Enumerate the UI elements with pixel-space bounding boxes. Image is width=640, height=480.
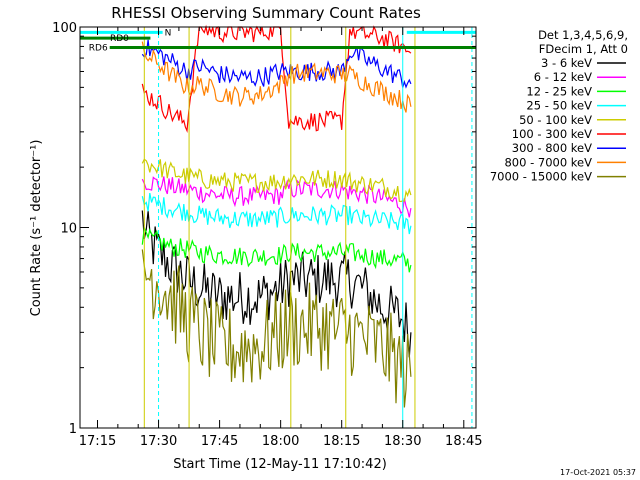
axis-layer: 17:15 17:30 17:45 18:00 18:15 18:30 18:45 1 10 10… xyxy=(52,21,482,449)
timestamp: 17-Oct-2021 05:37 xyxy=(560,468,636,477)
legend-label-2: 6 - 12 keV xyxy=(534,70,592,84)
legend-label-6: 100 - 300 keV xyxy=(512,127,592,141)
y-tick-label-3: 100 xyxy=(52,21,77,36)
series-line-8 xyxy=(141,41,412,113)
x-axis-label: Start Time (12-May-11 17:10:42) xyxy=(173,457,387,472)
series-line-2 xyxy=(141,176,412,218)
legend-label-5: 50 - 100 keV xyxy=(519,113,592,127)
x-tick-label-4: 18:00 xyxy=(262,434,299,449)
legend-label-7: 300 - 800 keV xyxy=(512,141,592,155)
x-tick-label-5: 18:15 xyxy=(323,434,360,449)
series-line-4 xyxy=(141,192,412,235)
x-tick-label-3: 17:45 xyxy=(201,434,238,449)
x-tick-label-7: 18:45 xyxy=(445,434,482,449)
chart-title: RHESSI Observing Summary Count Rates xyxy=(111,4,421,22)
series-line-5 xyxy=(141,158,412,203)
annotation-label-1: N xyxy=(165,28,172,38)
legend-label-4: 25 - 50 keV xyxy=(526,99,592,113)
legend-header-1: Det 1,3,4,5,6,9, xyxy=(538,28,628,42)
y-axis-label: Count Rate (s⁻¹ detector⁻¹) xyxy=(29,140,44,317)
y-tick-label-1: 1 xyxy=(69,422,77,437)
x-tick-label-6: 18:30 xyxy=(384,434,421,449)
legend-label-8: 800 - 7000 keV xyxy=(504,155,592,169)
legend-label-3: 12 - 25 keV xyxy=(526,84,592,98)
y-tick-label-2: 10 xyxy=(60,222,77,237)
annotation-label-3: RD6 xyxy=(89,44,108,54)
series-line-9 xyxy=(141,249,412,408)
x-tick-label-2: 17:30 xyxy=(140,434,177,449)
series-line-7 xyxy=(141,39,412,89)
annotation-label-2: RD0 xyxy=(110,34,129,44)
series-line-1 xyxy=(141,210,412,358)
legend-label-9: 7000 - 15000 keV xyxy=(490,170,592,184)
x-tick-label-1: 17:15 xyxy=(79,434,116,449)
legend: Det 1,3,4,5,6,9,FDecim 1, Att 03 - 6 keV… xyxy=(490,28,628,184)
legend-label-1: 3 - 6 keV xyxy=(541,56,592,70)
series-line-3 xyxy=(141,225,412,273)
legend-header-2: FDecim 1, Att 0 xyxy=(539,42,628,56)
